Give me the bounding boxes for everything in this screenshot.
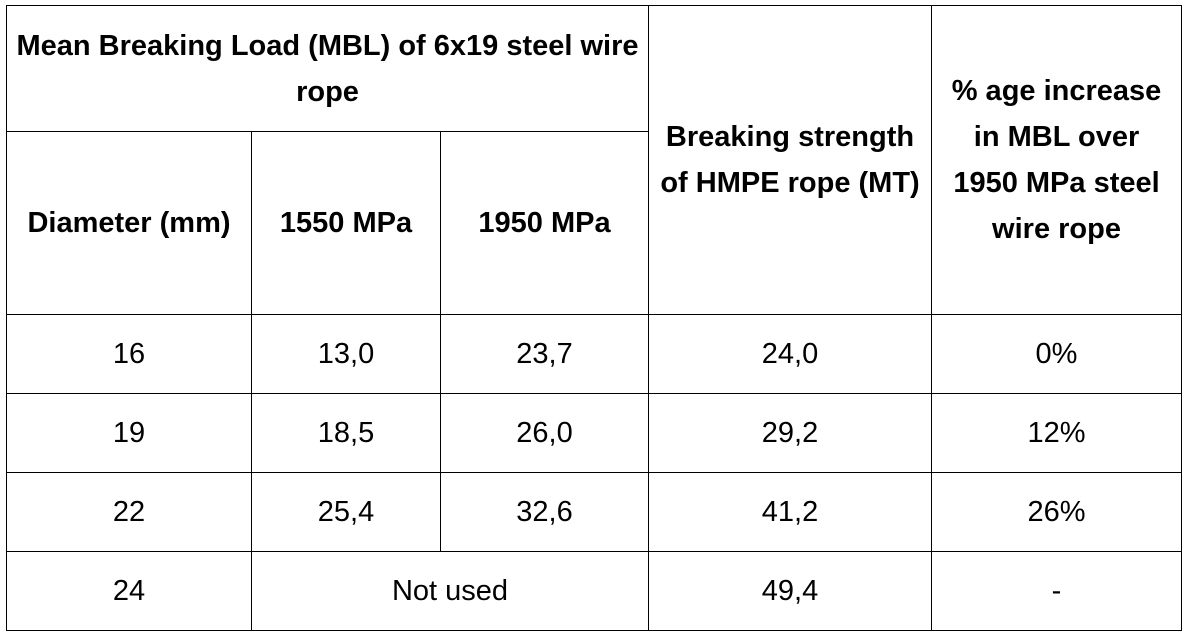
cell-mbl-1950: 26,0 <box>439 393 650 473</box>
cell-diameter: 22 <box>6 472 252 552</box>
header-hmpe-strength: Breaking strength of HMPE rope (MT) <box>648 5 933 315</box>
header-percent-increase: % age increase in MBL over 1950 MPa stee… <box>931 5 1183 315</box>
table-row: 22 25,4 32,6 41,2 26% <box>6 472 1183 552</box>
cell-increase: 12% <box>931 393 1183 473</box>
table-row: 16 13,0 23,7 24,0 0% <box>6 314 1183 394</box>
cell-hmpe: 24,0 <box>648 314 933 394</box>
cell-mbl-1950: 32,6 <box>439 472 650 552</box>
cell-diameter: 19 <box>6 393 252 473</box>
cell-mbl-1950: 23,7 <box>439 314 650 394</box>
table-row: 24 Not used 49,4 - <box>6 551 1183 631</box>
cell-not-used: Not used <box>250 551 650 631</box>
rope-comparison-table: Mean Breaking Load (MBL) of 6x19 steel w… <box>5 5 1183 631</box>
header-row-sub: Diameter (mm) 1550 MPa 1950 MPa <box>6 131 1182 315</box>
cell-increase: 26% <box>931 472 1183 552</box>
header-mbl-group: Mean Breaking Load (MBL) of 6x19 steel w… <box>5 5 650 132</box>
cell-diameter: 24 <box>6 551 252 631</box>
cell-increase: - <box>931 551 1183 631</box>
cell-increase: 0% <box>931 314 1183 394</box>
cell-mbl-1550: 18,5 <box>251 393 441 473</box>
cell-diameter: 16 <box>6 314 252 394</box>
cell-mbl-1550: 13,0 <box>251 314 441 394</box>
header-grade-1950: 1950 MPa <box>439 131 650 315</box>
header-row-top: Mean Breaking Load (MBL) of 6x19 steel w… <box>5 5 1183 315</box>
cell-hmpe: 41,2 <box>648 472 933 552</box>
cell-mbl-1550: 25,4 <box>251 472 441 552</box>
cell-hmpe: 49,4 <box>648 551 933 631</box>
header-grade-1550: 1550 MPa <box>251 131 441 315</box>
table-row: 19 18,5 26,0 29,2 12% <box>6 393 1183 473</box>
header-diameter: Diameter (mm) <box>6 131 252 315</box>
cell-hmpe: 29,2 <box>648 393 933 473</box>
